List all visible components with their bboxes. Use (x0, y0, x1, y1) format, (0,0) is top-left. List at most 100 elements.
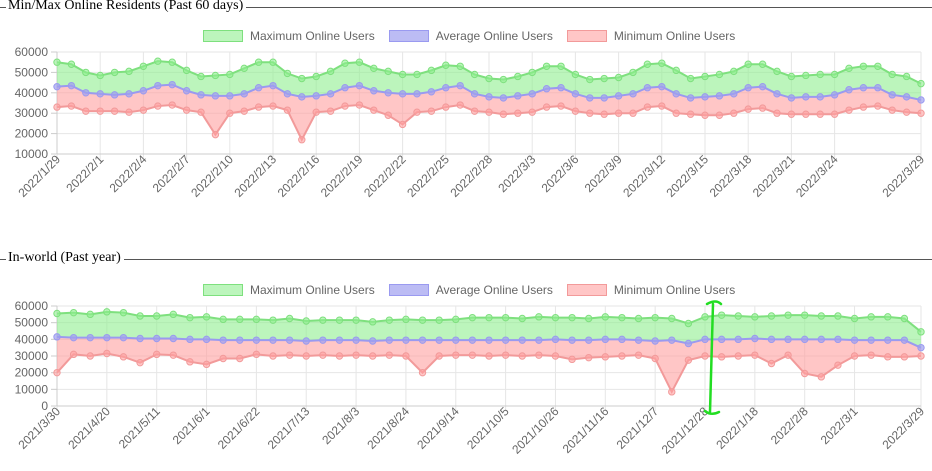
data-point-avg (614, 92, 623, 100)
data-point-max (368, 318, 377, 326)
data-point-min (600, 110, 608, 118)
data-point-max (186, 313, 194, 322)
legend-item-min[interactable]: Minimum Online Users (566, 283, 736, 297)
data-point-min (758, 104, 767, 112)
data-point-min (370, 106, 378, 114)
data-point-max (470, 70, 479, 79)
data-point-max (535, 313, 543, 321)
y-tick-label: 20000 (15, 366, 49, 380)
legend-item-avg[interactable]: Average Online Users (388, 29, 553, 43)
data-point-max (551, 313, 560, 322)
data-point-min (319, 351, 327, 359)
data-point-avg (730, 90, 738, 98)
data-point-avg (800, 335, 809, 344)
data-point-max (850, 314, 859, 323)
data-point-avg (119, 333, 128, 342)
data-point-min (845, 106, 853, 114)
legend-item-avg[interactable]: Average Online Users (388, 283, 553, 297)
x-tick-label: 2021/8/3 (319, 404, 362, 447)
data-point-avg (226, 92, 234, 100)
data-point-avg (355, 81, 364, 90)
data-point-avg (734, 335, 742, 344)
legend-item-max[interactable]: Maximum Online Users (203, 283, 375, 297)
data-point-avg (110, 91, 119, 99)
data-point-avg (643, 84, 652, 92)
data-point-max (202, 313, 211, 321)
data-point-avg (684, 339, 693, 348)
data-point-avg (701, 93, 709, 101)
legend-label-min: Minimum Online Users (613, 283, 736, 297)
data-point-min (125, 108, 133, 116)
title-rule (0, 7, 932, 8)
data-point-min (82, 107, 90, 115)
data-point-max (136, 312, 144, 320)
x-tick-label: 2022/3/29 (879, 152, 927, 200)
data-point-max (767, 312, 776, 320)
data-point-avg (186, 335, 194, 344)
data-point-min (584, 353, 593, 362)
data-point-max (834, 312, 842, 320)
data-point-min (254, 103, 263, 111)
data-point-avg (629, 90, 637, 98)
data-point-max (53, 309, 61, 318)
data-point-max (528, 68, 536, 77)
data-point-max (734, 312, 742, 320)
data-point-min (751, 351, 759, 359)
x-tick-label: 2021/6/22 (215, 404, 263, 452)
data-point-min (442, 103, 450, 111)
data-point-max (456, 62, 464, 70)
legend-item-max[interactable]: Maximum Online Users (203, 29, 375, 43)
data-point-avg (867, 336, 875, 344)
data-point-min (518, 352, 526, 360)
data-point-min (236, 354, 244, 363)
data-point-min (542, 103, 551, 111)
x-tick-label: 2022/2/13 (231, 152, 279, 200)
data-point-max (67, 60, 76, 68)
data-point-avg (352, 336, 360, 344)
series-area-min (57, 336, 921, 392)
data-point-avg (758, 82, 767, 91)
data-point-max (802, 71, 810, 80)
data-point-avg (600, 94, 608, 102)
data-point-max (902, 72, 911, 81)
data-point-avg (917, 343, 925, 352)
data-point-max (917, 79, 925, 88)
data-point-min (499, 110, 508, 118)
x-tick-label: 2021/11/16 (560, 404, 612, 456)
data-point-avg (618, 335, 626, 344)
data-point-avg (285, 336, 294, 344)
legend-item-min[interactable]: Minimum Online Users (566, 29, 735, 43)
data-point-max (252, 315, 261, 324)
data-point-min (672, 109, 680, 117)
x-tick-label: 2022/2/8 (768, 404, 811, 447)
data-point-max (717, 311, 726, 319)
data-point-max (384, 67, 392, 76)
data-point-max (468, 313, 477, 322)
x-tick-label: 2022/3/6 (539, 152, 582, 195)
data-point-max (169, 310, 178, 319)
x-tick-label: 2022/3/9 (582, 152, 625, 195)
data-point-max (568, 313, 576, 322)
data-point-max (514, 72, 522, 81)
data-point-min (283, 106, 292, 114)
data-point-avg (103, 333, 111, 342)
data-point-avg (784, 335, 792, 344)
x-tick-label: 2022/3/12 (620, 152, 668, 200)
data-point-avg (67, 81, 76, 90)
data-point-min (800, 369, 809, 378)
data-point-max (139, 62, 148, 70)
data-point-min (802, 110, 810, 118)
data-point-max (418, 316, 427, 324)
data-point-min (734, 352, 742, 360)
data-point-min (834, 361, 842, 369)
legend-label-avg: Average Online Users (435, 29, 553, 43)
x-tick-label: 2022/2/25 (404, 152, 452, 200)
data-point-max (651, 313, 659, 322)
legend-label-max: Maximum Online Users (250, 29, 375, 43)
data-point-max (385, 316, 394, 324)
data-point-min (69, 350, 78, 359)
data-point-max (236, 315, 244, 324)
data-point-avg (283, 90, 292, 98)
data-point-max (370, 64, 378, 73)
y-tick-label: 40000 (15, 332, 49, 346)
